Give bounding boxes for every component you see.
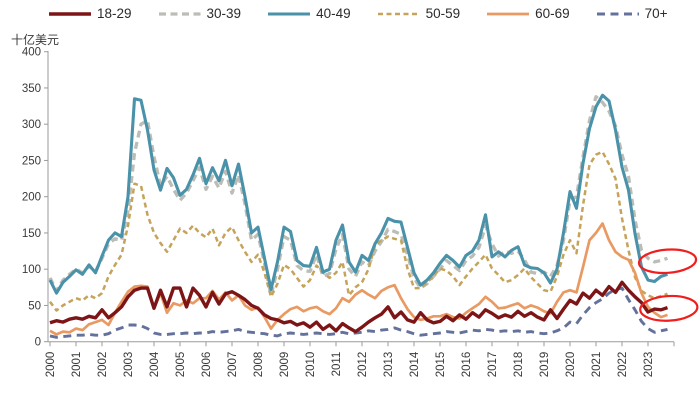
legend-swatch-70+	[596, 12, 639, 15]
y-tick-label: 350	[22, 83, 41, 95]
x-tick-label: 2004	[149, 351, 161, 377]
legend-label: 60-69	[535, 6, 570, 21]
legend-label: 70+	[644, 6, 668, 21]
legend-swatch-40-49	[268, 11, 311, 16]
annotation-ellipse-lower	[639, 294, 699, 322]
y-tick-label: 150	[22, 228, 41, 240]
series-line-70+	[49, 286, 668, 339]
y-axis-unit-label: 十亿美元	[11, 33, 60, 47]
series-line-18-29	[49, 280, 669, 334]
x-tick-label: 2019	[539, 352, 551, 378]
y-tick-label: 300	[22, 119, 41, 131]
x-tick-label: 2009	[279, 352, 291, 378]
x-tick-label: 2007	[227, 352, 239, 378]
legend-label: 50-59	[425, 6, 461, 21]
x-tick-label: 2017	[487, 352, 499, 378]
legend-label: 40-49	[316, 6, 351, 21]
x-tick-label: 2001	[71, 352, 83, 378]
annotation-ellipse-upper	[637, 248, 698, 275]
x-tick-label: 2010	[305, 352, 317, 378]
legend-item-40-49: 40-49	[267, 6, 351, 21]
legend-item-50-59: 50-59	[377, 6, 461, 21]
x-tick-label: 2005	[175, 352, 187, 378]
x-tick-label: 2000	[45, 352, 57, 378]
x-tick-label: 2014	[409, 351, 421, 377]
x-tick-label: 2016	[461, 352, 473, 378]
x-tick-label: 2011	[331, 352, 343, 377]
x-tick-label: 2020	[565, 352, 577, 378]
series-line-40-49	[48, 93, 668, 295]
legend-item-60-69: 60-69	[486, 6, 570, 21]
legend-swatch-60-69	[487, 12, 530, 15]
x-tick-label: 2003	[123, 352, 135, 378]
legend-label: 18-29	[97, 6, 132, 21]
series-line-60-69	[49, 222, 668, 336]
series-line-30-39	[48, 95, 669, 297]
legend-item-18-29: 18-29	[48, 6, 132, 21]
y-tick-label: 250	[22, 155, 41, 167]
chart-legend: 18-29 30-39 40-49 50-59 60-69 70+	[48, 6, 668, 21]
x-tick-label: 2023	[643, 352, 655, 378]
y-tick-label: 400	[22, 47, 41, 59]
x-tick-label: 2012	[357, 352, 369, 378]
y-tick-label: 200	[22, 192, 41, 204]
legend-item-30-39: 30-39	[158, 6, 242, 21]
x-tick-label: 2008	[253, 352, 265, 378]
x-tick-label: 2015	[435, 352, 447, 378]
x-tick-label: 2022	[617, 352, 629, 378]
series-line-50-59	[48, 150, 668, 312]
x-tick-label: 2018	[513, 352, 525, 378]
x-tick-label: 2006	[201, 352, 213, 378]
x-tick-label: 2013	[383, 352, 395, 378]
legend-swatch-50-59	[377, 12, 420, 15]
x-tick-label: 2002	[97, 352, 109, 378]
y-tick-label: 0	[35, 337, 41, 349]
y-tick-label: 50	[28, 300, 41, 312]
x-tick-label: 2021	[591, 352, 603, 378]
legend-swatch-30-39	[158, 11, 201, 16]
y-tick-label: 100	[22, 264, 41, 276]
legend-swatch-18-29	[49, 11, 91, 16]
legend-item-70+: 70+	[596, 6, 668, 21]
legend-label: 30-39	[206, 6, 242, 21]
